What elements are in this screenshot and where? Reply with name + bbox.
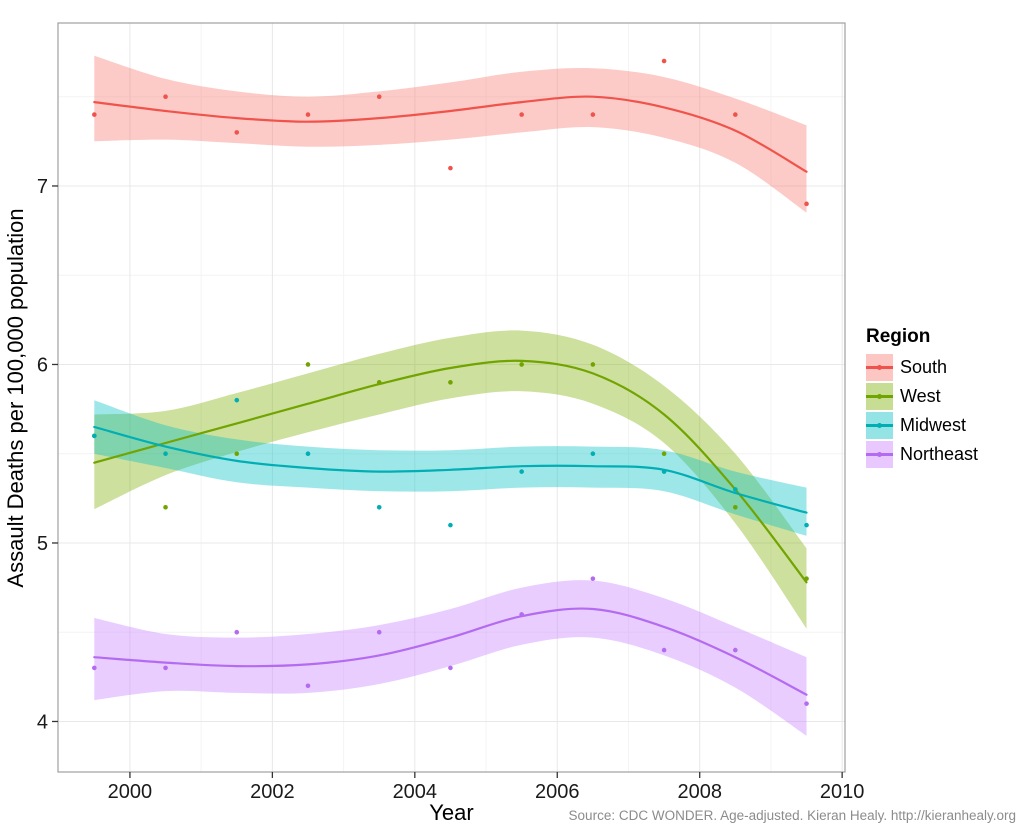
grid-major bbox=[58, 23, 845, 772]
band-south bbox=[94, 55, 807, 213]
legend-key-dot bbox=[877, 365, 882, 370]
legend-label: West bbox=[900, 386, 941, 406]
data-point bbox=[234, 629, 240, 635]
data-point bbox=[305, 683, 311, 689]
data-point bbox=[733, 487, 738, 492]
data-point bbox=[163, 665, 168, 671]
axis-ticks bbox=[52, 185, 843, 778]
source-caption: Source: CDC WONDER. Age-adjusted. Kieran… bbox=[568, 808, 1016, 823]
legend-key-dot bbox=[877, 394, 882, 399]
data-point bbox=[519, 362, 524, 367]
legend: Region South West Midwest Northeast bbox=[866, 326, 978, 470]
data-point bbox=[661, 647, 667, 653]
data-point bbox=[733, 504, 738, 510]
x-tick-label: 2000 bbox=[108, 781, 153, 803]
band-northeast bbox=[94, 580, 807, 736]
legend-title: Region bbox=[866, 326, 931, 347]
data-point bbox=[590, 112, 596, 117]
legend-label: Midwest bbox=[900, 415, 967, 435]
legend-key-midwest bbox=[866, 412, 893, 439]
band-midwest bbox=[94, 400, 807, 536]
smooth-line-northeast bbox=[93, 607, 808, 696]
x-tick-label: 2004 bbox=[393, 781, 438, 803]
legend-label: Northeast bbox=[900, 444, 979, 464]
data-point bbox=[448, 165, 453, 171]
smooth-line-west bbox=[93, 359, 808, 584]
data-point bbox=[590, 451, 596, 457]
legend-item-midwest: Midwest bbox=[866, 412, 978, 439]
data-point bbox=[234, 397, 240, 403]
y-axis-title: Assault Deaths per 100,000 population bbox=[3, 208, 28, 588]
grid-minor bbox=[58, 23, 845, 772]
smooth-line-south bbox=[93, 95, 808, 173]
points-south bbox=[92, 58, 809, 207]
data-point bbox=[163, 451, 168, 457]
x-tick-label: 2008 bbox=[677, 781, 722, 803]
data-point bbox=[661, 58, 667, 64]
data-point bbox=[519, 612, 524, 617]
data-point bbox=[305, 451, 311, 457]
data-point bbox=[804, 201, 809, 207]
y-tick-label: 4 bbox=[37, 711, 48, 733]
data-point bbox=[234, 451, 240, 457]
data-point bbox=[305, 362, 311, 367]
legend-key-dot bbox=[877, 423, 882, 428]
data-point bbox=[661, 469, 667, 474]
legend-item-west: West bbox=[866, 383, 978, 410]
data-point bbox=[804, 701, 809, 706]
data-point bbox=[804, 576, 809, 581]
data-point bbox=[234, 130, 240, 135]
data-point bbox=[733, 647, 738, 653]
y-tick-label: 7 bbox=[37, 176, 48, 198]
data-point bbox=[448, 522, 453, 528]
points-northeast bbox=[92, 576, 809, 706]
legend-item-northeast: Northeast bbox=[866, 441, 978, 468]
data-point bbox=[163, 94, 168, 100]
data-point bbox=[448, 380, 453, 385]
data-point bbox=[376, 629, 382, 635]
data-point bbox=[163, 504, 168, 510]
data-point bbox=[448, 665, 453, 671]
data-point bbox=[590, 362, 596, 367]
y-tick-label: 6 bbox=[37, 354, 48, 376]
legend-key-west bbox=[866, 383, 893, 410]
data-point bbox=[590, 576, 596, 581]
data-point bbox=[376, 380, 382, 385]
legend-entries: South West Midwest Northeast bbox=[866, 354, 978, 468]
x-tick-label: 2002 bbox=[250, 781, 295, 803]
data-point bbox=[376, 504, 382, 510]
x-axis-title: Year bbox=[429, 800, 474, 825]
data-point bbox=[305, 112, 311, 117]
legend-key-dot bbox=[877, 452, 882, 457]
data-point bbox=[804, 522, 809, 528]
data-point bbox=[733, 112, 738, 117]
smooth-line-midwest bbox=[93, 425, 808, 514]
y-tick-label: 5 bbox=[37, 533, 48, 555]
data-point bbox=[92, 665, 97, 671]
x-tick-label: 2010 bbox=[820, 781, 865, 803]
legend-key-northeast bbox=[866, 441, 893, 468]
x-tick-label: 2006 bbox=[535, 781, 580, 803]
legend-label: South bbox=[900, 357, 948, 377]
data-point bbox=[661, 451, 667, 457]
panel-border bbox=[57, 22, 846, 773]
band-west bbox=[94, 330, 807, 629]
data-point bbox=[92, 433, 97, 439]
legend-key-south bbox=[866, 354, 893, 381]
legend-item-south: South bbox=[866, 354, 978, 381]
points-midwest bbox=[92, 397, 809, 528]
data-point bbox=[376, 94, 382, 100]
data-point bbox=[519, 112, 524, 117]
data-point bbox=[519, 469, 524, 474]
data-point bbox=[92, 112, 97, 117]
